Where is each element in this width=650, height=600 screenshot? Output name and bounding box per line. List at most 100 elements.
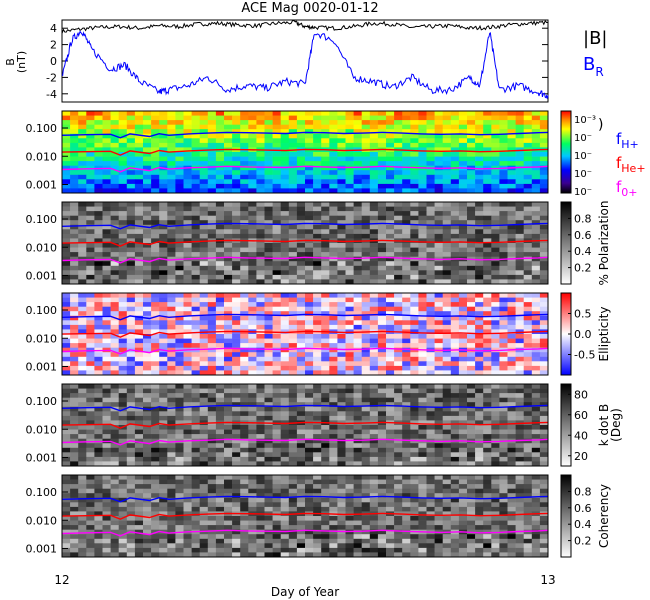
heatmap-cell (337, 220, 346, 226)
heatmap-cell (475, 475, 484, 480)
heatmap-cell (337, 183, 346, 189)
heatmap-cell (539, 338, 549, 344)
heatmap-cell (345, 111, 354, 116)
heatmap-cell (450, 429, 460, 435)
heatmap-cell (418, 229, 427, 235)
heatmap-cell (272, 334, 281, 339)
heatmap-cell (402, 120, 411, 125)
heatmap-cell (467, 484, 476, 489)
heatmap-cell (305, 243, 314, 248)
heatmap-cell (288, 438, 298, 444)
heatmap-cell (296, 343, 306, 348)
heatmap-cell (475, 388, 484, 394)
heatmap-cell (256, 202, 265, 207)
heatmap-cell (280, 475, 290, 480)
heatmap-cell (62, 415, 71, 421)
heatmap-cell (450, 484, 460, 489)
heatmap-cell (442, 224, 452, 230)
heatmap-cell (264, 124, 273, 130)
heatmap-cell (102, 456, 111, 462)
heatmap-cell (507, 338, 516, 344)
heatmap-cell (337, 493, 346, 499)
heatmap-cell (426, 334, 435, 339)
heatmap-cell (264, 461, 273, 467)
heatmap-cell (256, 347, 265, 353)
heatmap-cell (321, 502, 330, 508)
heatmap-cell (199, 124, 209, 130)
heatmap-cell (175, 297, 184, 303)
heatmap-cell (475, 338, 484, 344)
heatmap-cell (458, 388, 468, 394)
heatmap-cell (288, 452, 298, 458)
heatmap-cell (515, 334, 524, 339)
heatmap-cell (499, 170, 508, 176)
heatmap-cell (499, 265, 508, 271)
heatmap-cell (280, 252, 290, 257)
heatmap-cell (296, 384, 306, 389)
heatmap-cell (321, 415, 330, 421)
heatmap-cell (499, 420, 508, 426)
heatmap-cell (386, 361, 395, 367)
heatmap-cell (143, 279, 152, 285)
heatmap-cell (337, 434, 346, 439)
heatmap-cell (418, 188, 427, 194)
heatmap-cell (126, 211, 136, 216)
heatmap-cell (126, 220, 136, 226)
heatmap-cell (288, 502, 298, 508)
heatmap-cell (151, 356, 160, 362)
heatmap-cell (256, 502, 265, 508)
heatmap-cell (475, 497, 484, 503)
heatmap-cell (70, 511, 79, 517)
heatmap-cell (126, 261, 136, 267)
heatmap-cell (329, 170, 338, 176)
heatmap-cell (410, 452, 419, 458)
heatmap-cell (442, 502, 452, 508)
heatmap-cell (458, 138, 468, 144)
heatmap-cell (224, 161, 233, 166)
heatmap-cell (296, 247, 306, 253)
heatmap-cell (256, 265, 265, 271)
heatmap-cell (539, 152, 549, 157)
heatmap-cell (442, 243, 452, 248)
heatmap-cell (523, 320, 533, 326)
heatmap-cell (240, 233, 249, 239)
heatmap-cell (143, 111, 152, 116)
heatmap-cell (272, 215, 281, 221)
heatmap-cell (418, 434, 427, 439)
heatmap-cell (207, 347, 217, 353)
heatmap-cell (224, 406, 233, 412)
heatmap-cell (207, 393, 217, 398)
heatmap-cell (539, 293, 549, 298)
heatmap-cell (118, 320, 128, 326)
heatmap-cell (377, 311, 387, 317)
heatmap-cell (394, 388, 403, 394)
heatmap-cell (329, 243, 338, 248)
heatmap-cell (78, 434, 87, 439)
heatmap-cell (426, 142, 435, 148)
heatmap-cell (321, 315, 330, 321)
heatmap-cell (442, 475, 452, 480)
heatmap-cell (491, 183, 500, 189)
heatmap-cell (126, 502, 136, 508)
heatmap-cell (175, 406, 184, 412)
heatmap-cell (167, 415, 176, 421)
heatmap-cell (248, 397, 257, 403)
heatmap-cell (410, 111, 419, 116)
heatmap-cell (361, 233, 371, 239)
heatmap-cell (458, 356, 468, 362)
heatmap-cell (467, 124, 476, 130)
heatmap-cell (305, 311, 314, 317)
heatmap-cell (361, 438, 371, 444)
y-tick-label: -2 (46, 71, 57, 84)
heatmap-cell (215, 311, 225, 317)
heatmap-cell (313, 411, 322, 417)
heatmap-cell (426, 343, 435, 348)
heatmap-cell (183, 388, 192, 394)
heatmap-cell (272, 202, 281, 207)
heatmap-cell (264, 215, 273, 221)
heatmap-cell (345, 365, 354, 371)
heatmap-cell (491, 484, 500, 489)
heatmap-cell (361, 343, 371, 348)
heatmap-cell (434, 365, 443, 371)
heatmap-cell (256, 183, 265, 189)
